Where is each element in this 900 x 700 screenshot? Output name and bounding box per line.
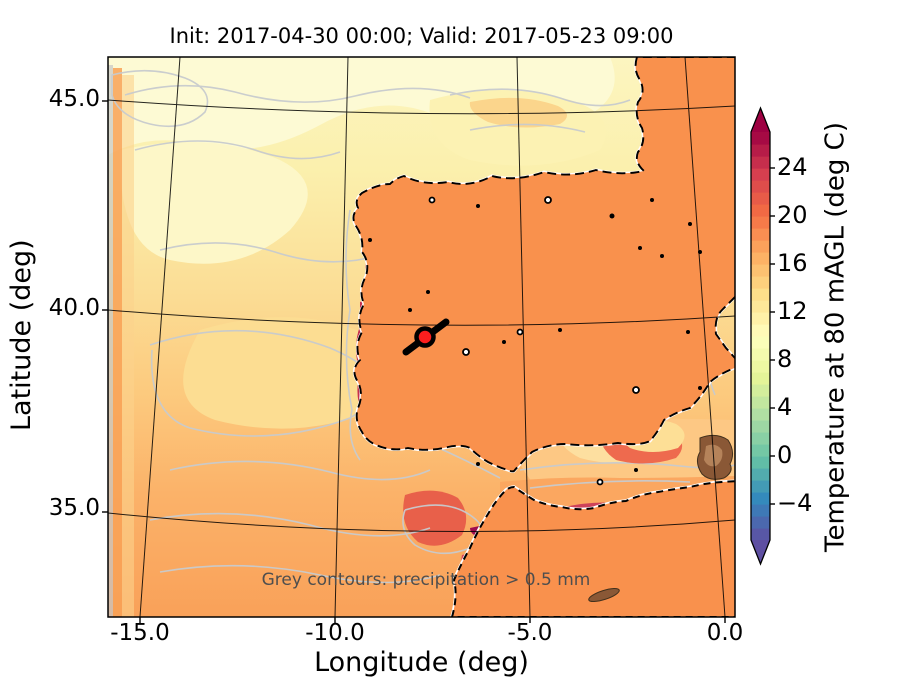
y-axis-label: Latitude (deg) [6,239,38,431]
site-marker [402,318,450,356]
y-tick-label: 45.0 [48,86,100,112]
x-tick-label: 0.0 [706,620,744,646]
graticule [108,57,735,617]
y-tick-label: 40.0 [48,295,100,321]
pale-sea-patch [119,142,308,264]
colorbar-tick-label: 4 [777,393,793,421]
map-area [108,57,735,617]
plot-title: Init: 2017-04-30 00:00; Valid: 2017-05-2… [169,24,674,48]
x-tick-label: -10.0 [305,620,365,646]
precip-annotation: Grey contours: precipitation > 0.5 mm [261,570,591,590]
colorbar-tick-label: 8 [777,345,793,373]
colorbar-tick-label: 16 [777,249,808,277]
colorbar-arrow-down [751,540,770,564]
colorbar-tick-label: −4 [777,489,813,517]
colorbar-tick-label: 12 [777,297,808,325]
colorbar-arrow-up [751,108,770,132]
y-tick-label: 35.0 [48,495,100,521]
pale-sea-patch [108,57,615,155]
colorbar-segments [751,132,770,541]
lake-dots [368,196,702,486]
x-tick-label: -15.0 [110,620,170,646]
colorbar [750,106,775,566]
colorbar-tick-label: 20 [777,201,808,229]
plot-frame [107,56,736,618]
colorbar-label: Temperature at 80 mAGL (deg C) [820,122,851,553]
colorbar-tick-label: 24 [777,153,808,181]
colorbar-outline [750,106,771,566]
edge-grey-strip [108,65,113,617]
edge-orange-strip [113,68,122,617]
colorbar-tick-marks [770,167,775,505]
x-axis-label: Longitude (deg) [314,647,529,678]
edge-orange-strip [122,75,134,617]
colorbar-tick-label: 0 [777,441,793,469]
axis-ticks [102,100,726,623]
x-tick-label: -5.0 [507,620,553,646]
